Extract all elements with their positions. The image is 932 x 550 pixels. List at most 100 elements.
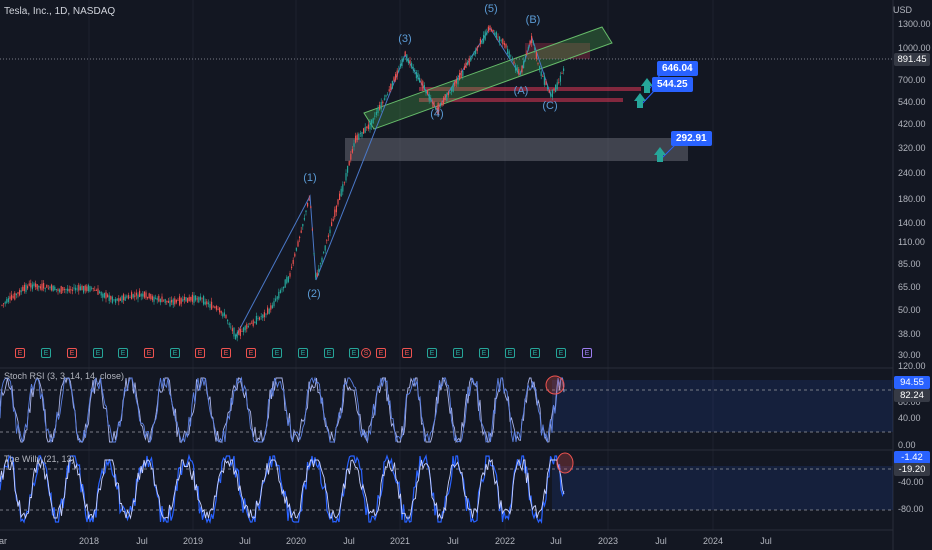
- candle-body: [166, 300, 168, 302]
- earnings-marker[interactable]: E: [195, 348, 205, 358]
- candle-body: [502, 38, 504, 45]
- target-callout-292[interactable]: 292.91: [671, 131, 712, 146]
- candle-body: [199, 296, 201, 300]
- willy-title[interactable]: The Willy (21, 13): [4, 454, 75, 464]
- earnings-marker[interactable]: E: [41, 348, 51, 358]
- candle-body: [30, 283, 32, 288]
- earnings-marker[interactable]: E: [376, 348, 386, 358]
- candle-body: [419, 77, 421, 83]
- candle-body: [479, 38, 481, 45]
- candle-body: [463, 66, 465, 70]
- earnings-marker-upcoming[interactable]: E: [582, 348, 592, 358]
- stoch-k-line: [0, 376, 565, 444]
- price-tick: 65.00: [898, 282, 921, 292]
- candle-body: [415, 71, 417, 79]
- candle-body: [203, 296, 205, 305]
- candle-body: [84, 285, 86, 291]
- candle-body: [295, 247, 297, 251]
- candle-body: [471, 55, 473, 57]
- candle-body: [47, 288, 49, 290]
- candle-body: [172, 299, 174, 305]
- candle-body: [425, 89, 427, 94]
- candle-body: [59, 289, 61, 292]
- candle-body: [491, 29, 493, 32]
- candle-body: [454, 81, 456, 87]
- candle-body: [159, 299, 161, 303]
- stoch-d-tag: 82.24: [894, 389, 930, 402]
- candle-body: [423, 85, 425, 90]
- candle-body: [499, 36, 501, 42]
- earnings-marker[interactable]: E: [118, 348, 128, 358]
- target-callout-646[interactable]: 646.04: [657, 61, 698, 76]
- candle-body: [519, 72, 521, 75]
- candle-body: [433, 101, 435, 107]
- candle-body: [52, 285, 54, 292]
- candle-body: [211, 301, 213, 310]
- candle-body: [539, 66, 541, 70]
- earnings-marker[interactable]: E: [479, 348, 489, 358]
- candle-body: [167, 300, 169, 303]
- resistance-zone-top[interactable]: [525, 43, 590, 59]
- stoch-k-tag: 94.55: [894, 376, 930, 389]
- resistance-zone-1[interactable]: [419, 87, 641, 91]
- willy-v2-tag: -19.20: [894, 463, 930, 476]
- candle-body: [390, 83, 392, 91]
- earnings-marker[interactable]: E: [170, 348, 180, 358]
- target-arrow-544: [634, 89, 656, 108]
- candle-body: [265, 313, 267, 315]
- support-zone[interactable]: [345, 138, 688, 161]
- candle-body: [31, 284, 33, 290]
- earnings-marker[interactable]: E: [298, 348, 308, 358]
- candle-body: [89, 286, 91, 292]
- candle-body: [134, 295, 136, 298]
- willy-highlight-circle: [556, 452, 574, 474]
- candle-body: [180, 298, 182, 304]
- candle-body: [142, 293, 144, 297]
- candle-body: [534, 46, 536, 50]
- resistance-zone-2[interactable]: [419, 98, 623, 102]
- candle-body: [99, 291, 101, 293]
- wave-label-a: (A): [513, 85, 529, 97]
- earnings-marker[interactable]: E: [221, 348, 231, 358]
- earnings-marker[interactable]: E: [272, 348, 282, 358]
- candle-body: [319, 262, 321, 264]
- trend-channel[interactable]: [363, 26, 613, 130]
- target-callout-544[interactable]: 544.25: [652, 77, 693, 92]
- candle-body: [399, 63, 401, 68]
- earnings-marker[interactable]: E: [144, 348, 154, 358]
- earnings-marker[interactable]: E: [246, 348, 256, 358]
- candle-body: [97, 288, 99, 295]
- candle-body: [515, 65, 517, 71]
- stoch-tick: 0.00: [898, 440, 916, 450]
- candle-body: [278, 291, 280, 299]
- symbol-title[interactable]: Tesla, Inc., 1D, NASDAQ: [4, 6, 116, 17]
- time-tick: Jul: [655, 536, 667, 546]
- earnings-marker[interactable]: E: [15, 348, 25, 358]
- earnings-marker[interactable]: E: [427, 348, 437, 358]
- stoch-rsi-title[interactable]: Stoch RSI (3, 3, 14, 14, close): [4, 371, 125, 381]
- earnings-marker[interactable]: E: [324, 348, 334, 358]
- earnings-marker[interactable]: E: [67, 348, 77, 358]
- earnings-marker[interactable]: E: [402, 348, 412, 358]
- split-marker[interactable]: S: [361, 348, 371, 358]
- earnings-marker[interactable]: E: [505, 348, 515, 358]
- candle-body: [140, 294, 142, 297]
- candle-body: [217, 308, 219, 310]
- earnings-marker[interactable]: E: [530, 348, 540, 358]
- earnings-marker[interactable]: E: [93, 348, 103, 358]
- candle-body: [313, 252, 315, 254]
- candle-body: [475, 49, 477, 55]
- wave-label-3: (3): [398, 33, 412, 45]
- earnings-marker[interactable]: E: [349, 348, 359, 358]
- candle-body: [257, 317, 259, 319]
- candle-body: [126, 296, 128, 298]
- stoch-tick: 80.00: [898, 397, 921, 407]
- candle-body: [222, 313, 224, 317]
- earnings-marker[interactable]: E: [556, 348, 566, 358]
- candle-body: [359, 133, 361, 134]
- candle-body: [254, 322, 256, 323]
- candle-body: [483, 34, 485, 43]
- earnings-marker[interactable]: E: [453, 348, 463, 358]
- candle-body: [51, 284, 53, 291]
